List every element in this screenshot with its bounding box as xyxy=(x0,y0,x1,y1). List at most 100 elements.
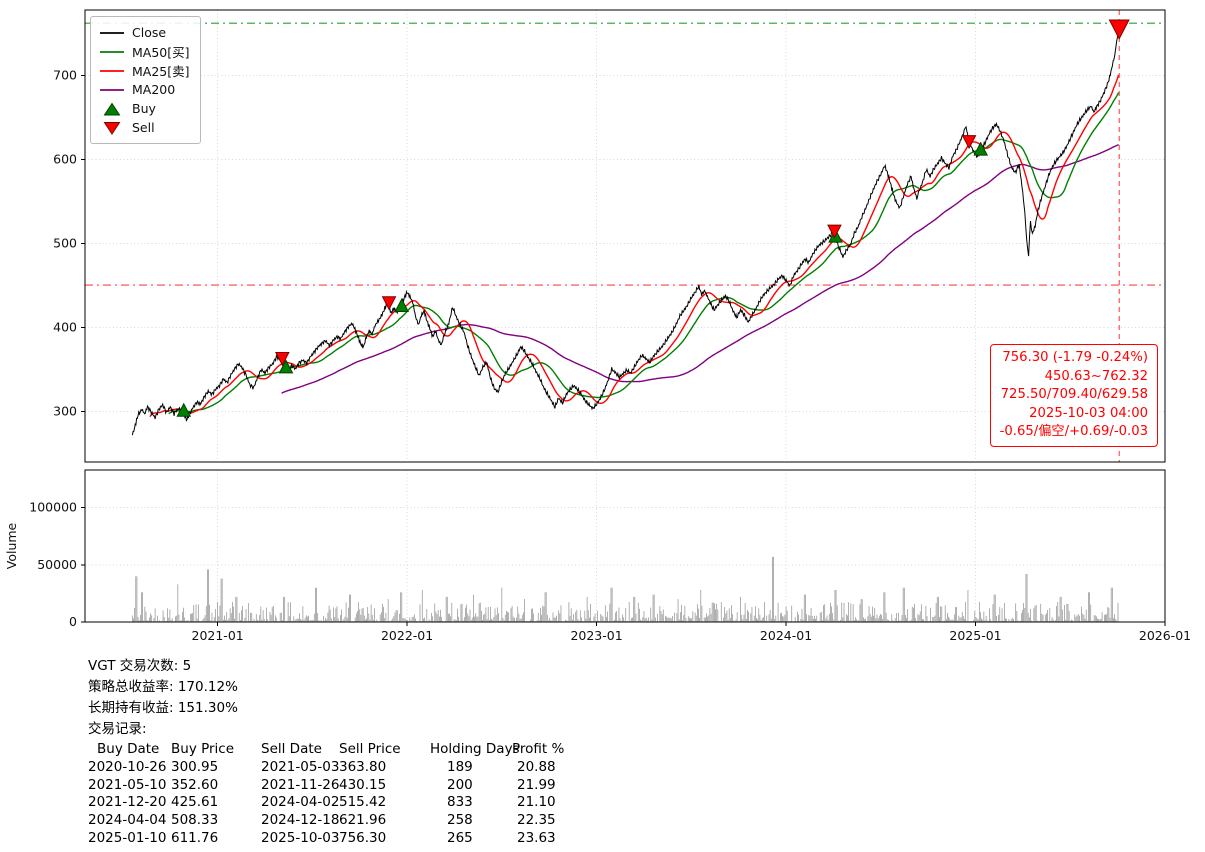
legend-item-close: Close xyxy=(99,23,190,42)
buy-marker xyxy=(973,141,989,156)
trade-row: 2025-01-10 611.76 2025-10-03 756.30 265 23.63 xyxy=(88,830,592,848)
legend-label-buy: Buy xyxy=(132,101,156,116)
sell-marker xyxy=(961,135,977,150)
buy-marker xyxy=(394,297,410,313)
trade-cell: 2024-12-18 xyxy=(261,812,340,829)
trade-cell: 621.96 xyxy=(339,812,387,829)
ma50-line-swatch xyxy=(100,50,124,53)
trade-cell: 189 xyxy=(447,758,473,775)
trade-cell: 22.35 xyxy=(517,812,556,829)
trade-cell: 611.76 xyxy=(171,829,219,846)
x-tick-label: 2021-01 xyxy=(192,628,244,643)
legend-label-ma50: MA50[买] xyxy=(132,45,190,60)
trade-cell: 508.33 xyxy=(171,812,219,829)
sell-marker xyxy=(381,296,397,311)
volume-tick-label: 100000 xyxy=(29,500,77,515)
buy-marker xyxy=(176,402,192,417)
trade-cell: 258 xyxy=(447,812,473,829)
summary-strategy-return: 策略总收益率: 170.12% xyxy=(88,679,238,695)
volume-bars xyxy=(132,556,1119,622)
trade-cell: 833 xyxy=(447,794,473,811)
annotation-line-mas: 725.50/709.40/629.58 xyxy=(1000,387,1148,403)
axis-labels: 300 400 500 600 700 0 50000 100000 2021-01 2022-0… xyxy=(29,68,1191,643)
price-tick-label: 300 xyxy=(53,404,77,419)
legend-item-ma50: MA50[买] xyxy=(99,42,190,61)
x-tick-label: 2026-01 xyxy=(1139,628,1191,643)
trade-cell: 2021-05-03 xyxy=(261,758,340,775)
ma25-line-swatch xyxy=(100,69,124,72)
trade-header-cell: Buy Date xyxy=(97,741,160,757)
gridlines xyxy=(85,10,1166,622)
legend-label-close: Close xyxy=(132,25,167,40)
trade-row: 2021-12-20 425.61 2024-04-02 515.42 833 21.10 xyxy=(88,794,592,812)
volume-axis-title: Volume xyxy=(4,522,19,569)
sell-marker xyxy=(827,224,842,239)
ma200-line-swatch xyxy=(100,88,124,91)
summary-hold-return: 长期持有收益: 151.30% xyxy=(88,700,238,716)
legend: Close MA50[买] MA25[卖] MA200 Buy Sell xyxy=(90,16,201,144)
trade-cell: 363.80 xyxy=(339,758,387,775)
trade-cell: 300.95 xyxy=(171,758,219,775)
trade-cell: 2021-05-10 xyxy=(88,776,167,793)
trade-cell: 23.63 xyxy=(517,829,556,846)
annotation-box: 756.30 (-1.79 -0.24%) 450.63~762.32 725.… xyxy=(989,344,1158,447)
x-tick-label: 2024-01 xyxy=(760,628,812,643)
price-tick-label: 400 xyxy=(53,320,77,335)
axis-ticks xyxy=(81,75,1166,626)
legend-item-ma25: MA25[卖] xyxy=(99,61,190,80)
close-line xyxy=(131,28,1120,436)
trade-cell: 515.42 xyxy=(339,794,387,811)
trade-cell: 20.88 xyxy=(517,758,556,775)
buy-marker xyxy=(278,359,294,374)
annotation-line-price: 756.30 (-1.79 -0.24%) xyxy=(1002,350,1148,365)
x-tick-label: 2023-01 xyxy=(570,628,622,643)
trade-cell: 2021-11-26 xyxy=(261,776,340,793)
trade-row: 2021-05-10 352.60 2021-11-26 430.15 200 21.99 xyxy=(88,777,592,795)
trade-table-header: Buy Date Buy Price Sell Date Sell Price Hold… xyxy=(88,741,592,759)
summary-trade-count: VGT 交易次数: 5 xyxy=(88,658,192,674)
legend-item-ma200: MA200 xyxy=(99,80,190,99)
annotation-line-signal: -0.65/偏空/+0.69/-0.03 xyxy=(999,424,1148,440)
report: VGT 交易次数: 5 策略总收益率: 170.12% 长期持有收益: 151.… xyxy=(88,656,592,848)
volume-tick-label: 0 xyxy=(69,614,77,629)
trade-cell: 2020-10-26 xyxy=(88,758,167,775)
price-tick-label: 700 xyxy=(53,68,77,83)
trade-header-cell: Holding Days xyxy=(430,741,520,757)
trade-header-cell: Sell Price xyxy=(339,741,401,757)
close-line-swatch xyxy=(100,31,124,34)
legend-item-buy: Buy xyxy=(99,99,190,118)
x-tick-label: 2022-01 xyxy=(381,628,433,643)
summary-records-title: 交易记录: xyxy=(88,721,147,737)
trade-cell: 2025-10-03 xyxy=(261,829,340,846)
ma200-line xyxy=(281,143,1119,394)
trade-row: 2024-04-04 508.33 2024-12-18 621.96 258 22.35 xyxy=(88,812,592,830)
trade-cell: 200 xyxy=(447,776,473,793)
x-tick-label: 2025-01 xyxy=(949,628,1001,643)
trade-cell: 21.99 xyxy=(517,776,556,793)
legend-item-sell: Sell xyxy=(99,118,190,137)
legend-label-ma200: MA200 xyxy=(132,82,176,97)
trade-markers xyxy=(176,19,1130,417)
trade-cell: 2024-04-02 xyxy=(261,794,340,811)
trade-cell: 430.15 xyxy=(339,776,387,793)
trade-cell: 352.60 xyxy=(171,776,219,793)
annotation-line-range: 450.63~762.32 xyxy=(1044,368,1148,384)
trade-cell: 425.61 xyxy=(171,794,219,811)
ma50-line xyxy=(168,92,1120,415)
legend-label-ma25: MA25[卖] xyxy=(132,64,190,79)
trade-cell: 21.10 xyxy=(517,794,556,811)
trade-header-cell: Sell Date xyxy=(261,741,322,757)
sell-marker-icon xyxy=(103,121,121,135)
trade-cell: 265 xyxy=(447,829,473,846)
trade-row: 2020-10-26 300.95 2021-05-03 363.80 189 20.88 xyxy=(88,759,592,777)
price-panel-border xyxy=(84,9,1166,463)
trade-header-cell: Profit % xyxy=(512,741,565,757)
price-tick-label: 500 xyxy=(53,236,77,251)
volume-tick-label: 50000 xyxy=(37,557,77,572)
legend-label-sell: Sell xyxy=(132,120,155,135)
trade-cell: 2021-12-20 xyxy=(88,794,167,811)
volume-panel-border xyxy=(84,469,1166,623)
sell-marker xyxy=(1108,19,1130,40)
